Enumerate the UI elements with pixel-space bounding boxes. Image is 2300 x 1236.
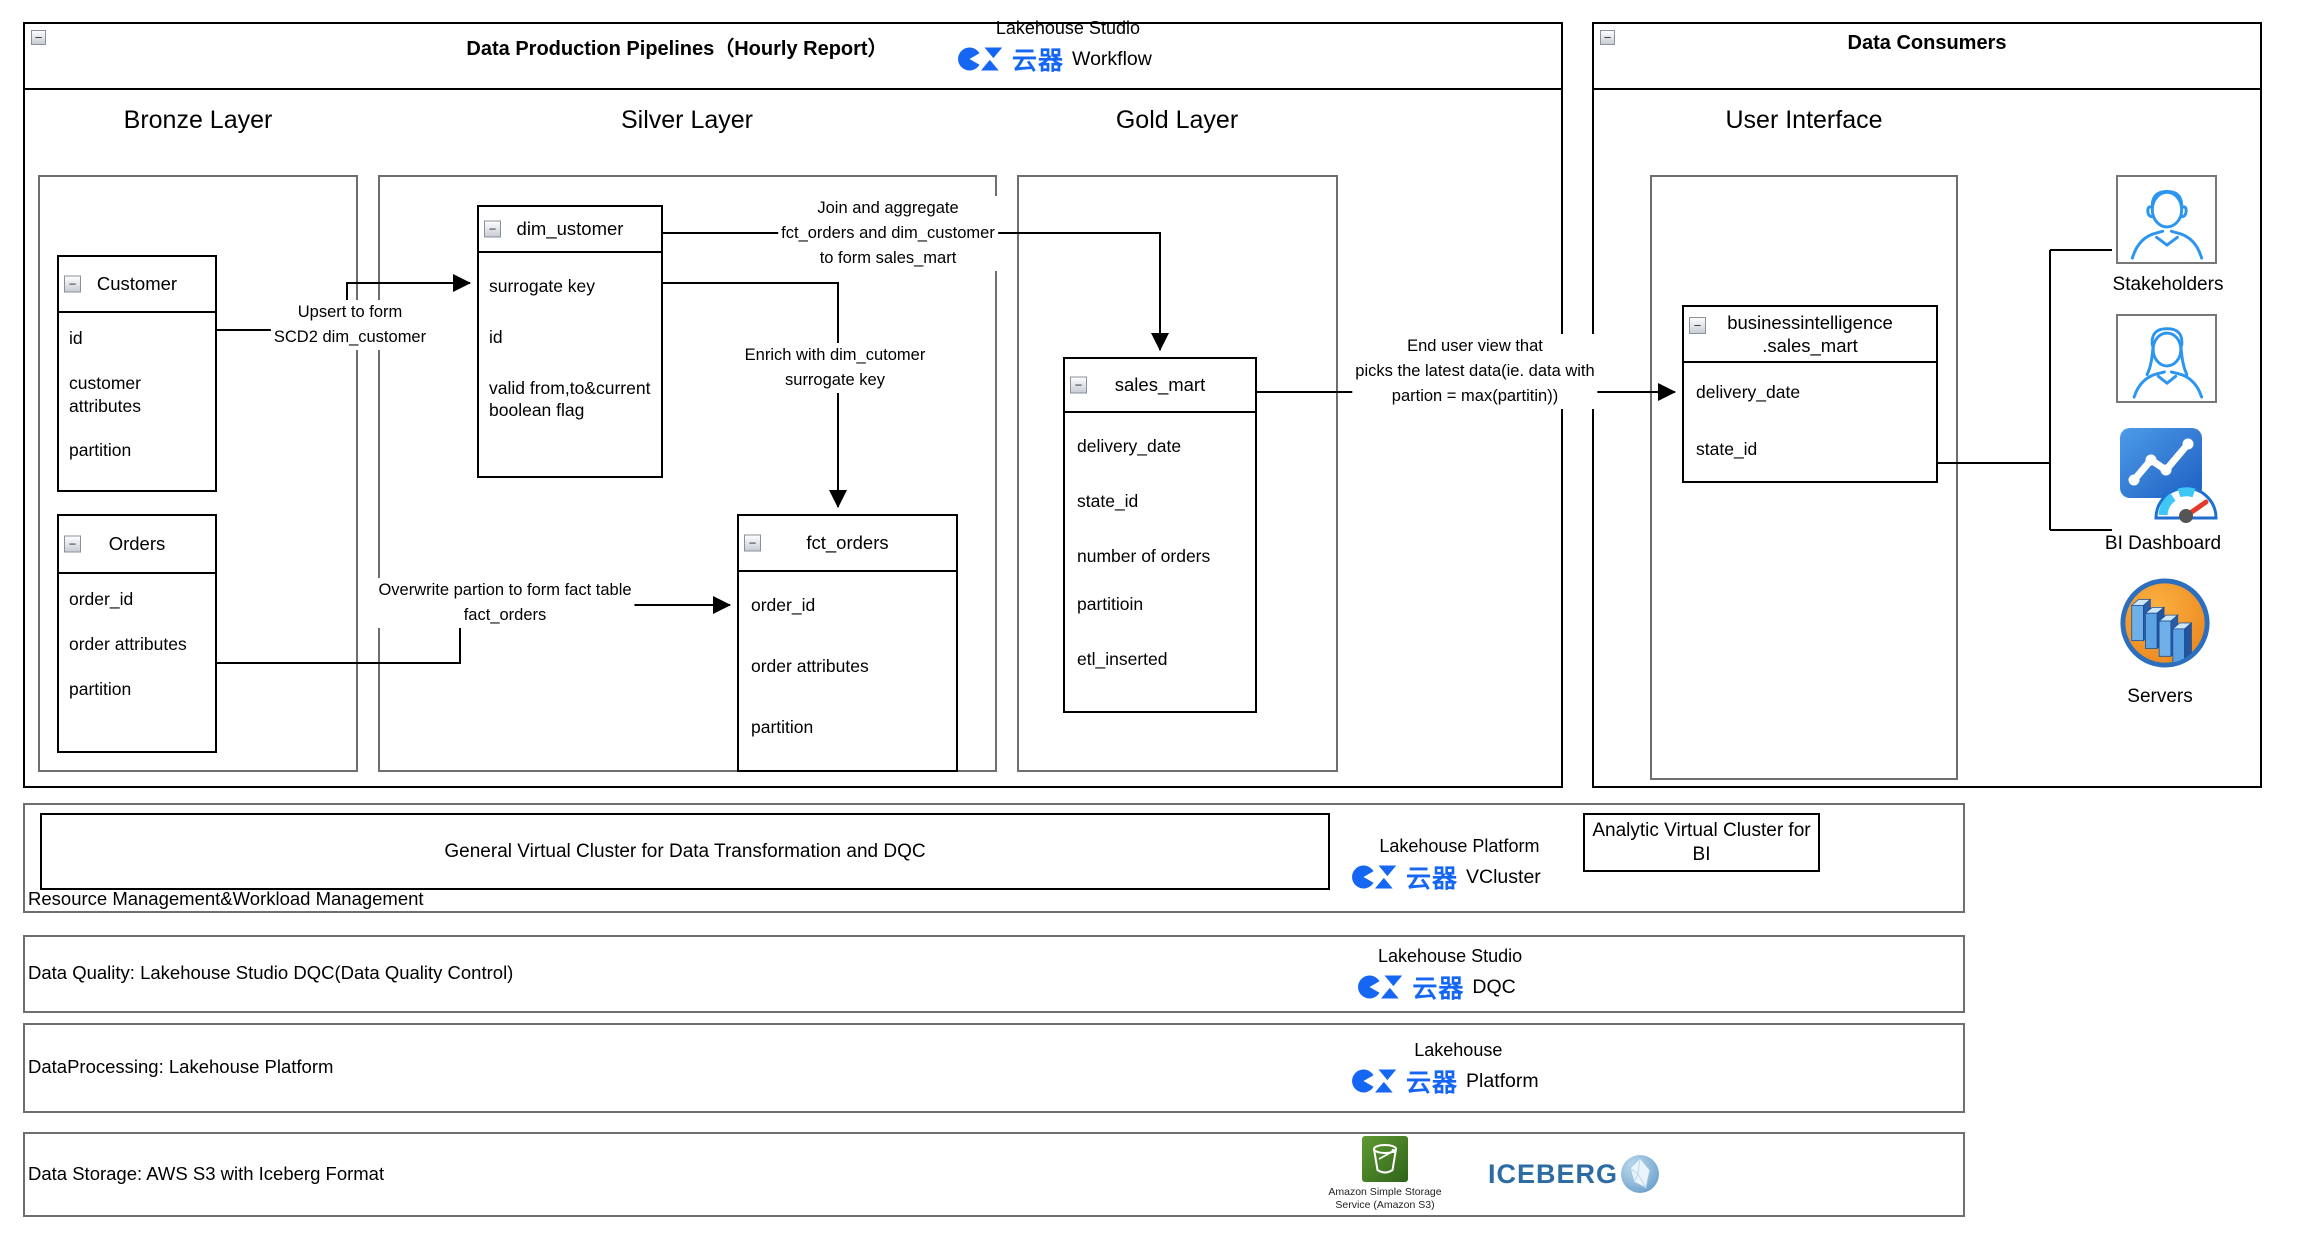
lakehouse-platform-vcluster-logo: Lakehouse Platform 云器 VCluster	[1352, 836, 1541, 895]
production-title: Data Production Pipelines（Hourly Report）	[466, 38, 888, 60]
data-processing-label: DataProcessing: Lakehouse Platform	[28, 1056, 334, 1077]
lakehouse-platform-logo: Lakehouse 云器 Platform	[1352, 1040, 1539, 1099]
yunqi-logo-icon	[1352, 1069, 1397, 1093]
lakehouse-studio-workflow-logo: Lakehouse Studio 云器 Workflow	[958, 18, 1152, 77]
silver-layer-heading: Silver Layer	[621, 106, 753, 134]
male-person-icon	[2130, 189, 2203, 260]
bi-dashboard-label: BI Dashboard	[2104, 533, 2222, 554]
stakeholder-male-avatar[interactable]	[2116, 175, 2217, 264]
table-field: partition	[751, 716, 814, 737]
consumers-title: Data Consumers	[1847, 32, 2007, 54]
businessintelligence-sales-mart-table[interactable]: − businessintelligence .sales_mart deliv…	[1682, 305, 1938, 483]
collapse-icon[interactable]: −	[31, 30, 46, 45]
amazon-s3-logo: Amazon Simple Storage Service (Amazon S3…	[1305, 1136, 1465, 1212]
user-interface-heading: User Interface	[1725, 106, 1883, 134]
table-title: Customer	[96, 273, 178, 295]
orders-table[interactable]: − Orders order_id order attributes parti…	[57, 514, 217, 753]
table-field: id	[489, 326, 503, 347]
lakehouse-studio-dqc-logo: Lakehouse Studio 云器 DQC	[1352, 946, 1522, 1005]
table-title: Orders	[108, 533, 166, 555]
table-title: sales_mart	[1114, 374, 1206, 396]
fct-orders-table[interactable]: − fct_orders order_id order attributes p…	[737, 514, 958, 772]
table-field: order attributes	[69, 633, 187, 654]
iceberg-logo: ICEBERG	[1488, 1154, 1660, 1194]
edge-label-join-aggregate: Join and aggregate fct_orders and dim_cu…	[778, 196, 998, 271]
collapse-icon[interactable]: −	[1600, 30, 1615, 45]
table-field: delivery_date	[1077, 436, 1182, 456]
bronze-layer-heading: Bronze Layer	[123, 106, 273, 134]
edge-label-upsert: Upsert to form SCD2 dim_customer	[270, 300, 430, 350]
collapse-icon[interactable]: −	[744, 534, 761, 552]
table-field: number of orders	[1077, 545, 1211, 566]
resource-management-label: Resource Management&Workload Management	[28, 888, 424, 909]
collapse-icon[interactable]: −	[1070, 376, 1087, 394]
edge-dim-customer-to-fct-orders	[663, 282, 847, 508]
customer-table[interactable]: − Customer id customer attributes partit…	[57, 255, 217, 492]
collapse-icon[interactable]: −	[64, 535, 81, 553]
stakeholders-label: Stakeholders	[2112, 274, 2224, 295]
s3-bucket-icon	[1362, 1136, 1408, 1182]
servers-node[interactable]	[2118, 576, 2212, 670]
table-title-line2: .sales_mart	[1762, 335, 1858, 356]
table-field: partition	[69, 440, 132, 461]
bi-dashboard-icon	[2120, 428, 2218, 523]
logo-product-text: Workflow	[1072, 47, 1152, 70]
table-field: order attributes	[751, 655, 869, 676]
data-processing-bar[interactable]	[23, 1023, 1965, 1113]
edge-label-enrich: Enrich with dim_cutomer surrogate key	[741, 343, 929, 393]
yunqi-logo-icon	[1352, 865, 1397, 889]
iceberg-wordmark: ICEBERG	[1488, 1158, 1619, 1189]
collapse-icon[interactable]: −	[484, 220, 501, 238]
servers-label: Servers	[2127, 686, 2193, 707]
yunqi-logo-icon	[1358, 975, 1403, 999]
production-header-divider	[23, 88, 1563, 90]
table-field: state_id	[1077, 490, 1139, 511]
table-field: partitioin	[1077, 594, 1144, 615]
table-title: dim_ustomer	[516, 218, 624, 240]
bi-dashboard-node[interactable]	[2118, 423, 2218, 523]
collapse-icon[interactable]: −	[64, 275, 81, 293]
collapse-icon[interactable]: −	[1689, 317, 1706, 334]
servers-icon	[2120, 578, 2210, 668]
table-title-line1: businessintelligence	[1727, 311, 1893, 333]
stakeholder-female-avatar[interactable]	[2116, 314, 2217, 403]
table-field: delivery_date	[1696, 382, 1801, 402]
logo-top-text: Lakehouse Studio	[995, 18, 1140, 38]
dim-customer-table[interactable]: − dim_ustomer surrogate key id valid fro…	[477, 205, 663, 478]
table-field: state_id	[1696, 438, 1758, 459]
female-person-icon	[2132, 326, 2203, 399]
gold-layer-heading: Gold Layer	[1115, 106, 1239, 134]
table-title: fct_orders	[806, 532, 889, 554]
edge-label-end-user-view: End user view that picks the latest data…	[1352, 334, 1598, 409]
data-quality-label: Data Quality: Lakehouse Studio DQC(Data …	[28, 962, 514, 983]
table-field: etl_inserted	[1077, 649, 1168, 669]
data-quality-bar[interactable]	[23, 935, 1965, 1013]
yunqi-brand-text: 云器	[1012, 47, 1065, 75]
iceberg-globe-icon	[1621, 1155, 1660, 1193]
general-vcluster-box[interactable]: General Virtual Cluster for Data Transfo…	[40, 813, 1330, 890]
table-field: order_id	[751, 595, 816, 615]
table-field: order_id	[69, 589, 134, 609]
edge-label-overwrite: Overwrite partion to form fact table fac…	[375, 578, 635, 628]
table-field: customer attributes	[69, 372, 141, 416]
table-field: surrogate key	[489, 276, 596, 296]
consumers-header-divider	[1592, 88, 2262, 90]
data-storage-label: Data Storage: AWS S3 with Iceberg Format	[28, 1163, 385, 1184]
sales-mart-table[interactable]: − sales_mart delivery_date state_id numb…	[1063, 357, 1257, 713]
table-field: id	[69, 328, 83, 348]
table-field: valid from,to&current boolean flag	[489, 377, 651, 421]
table-field: partition	[69, 678, 132, 699]
analytic-vcluster-box[interactable]: Analytic Virtual Cluster for BI	[1583, 813, 1820, 872]
